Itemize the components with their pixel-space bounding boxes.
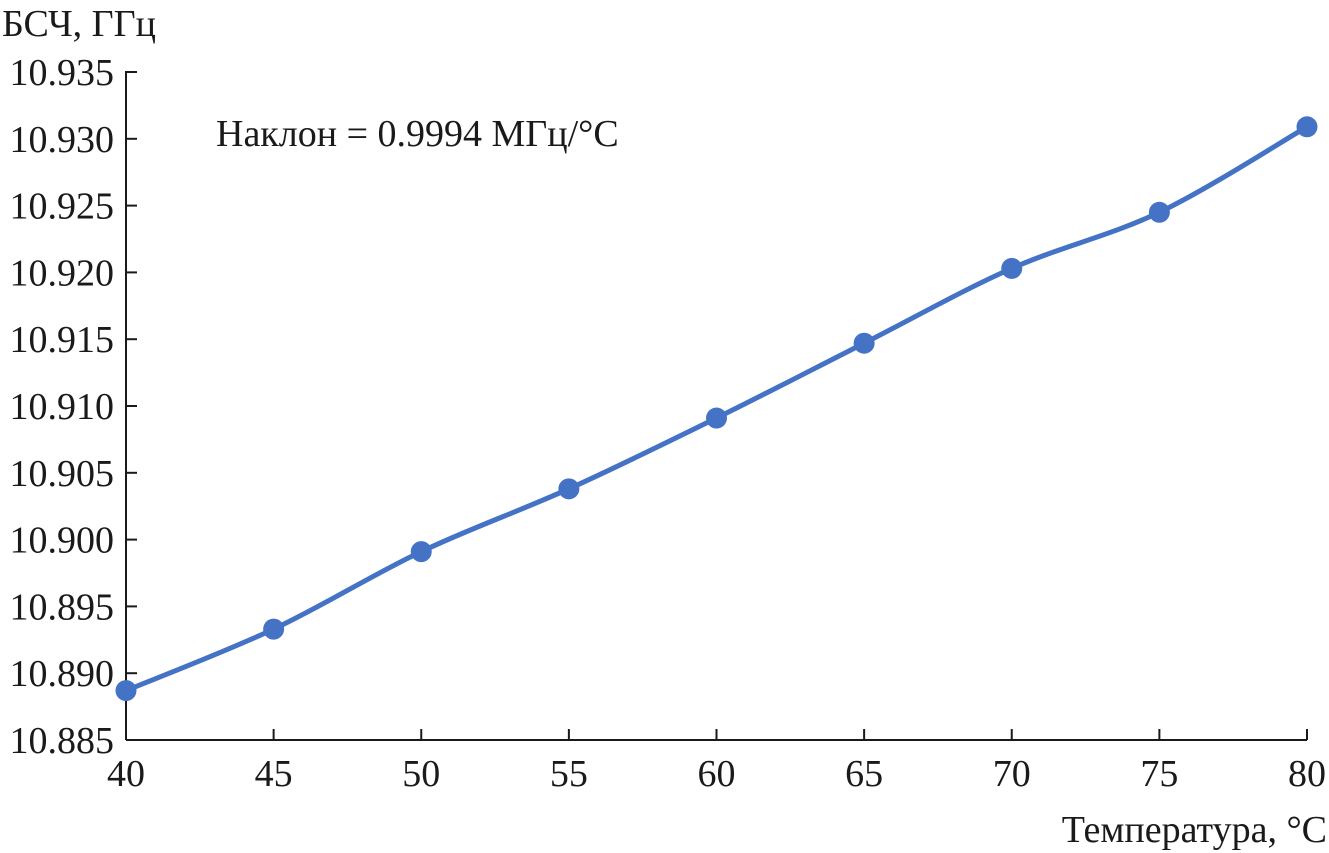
data-point [115,680,137,702]
data-point [1001,257,1023,279]
x-tick-label: 45 [255,753,293,795]
x-tick-label: 50 [402,753,440,795]
y-tick-label: 10.910 [10,386,115,428]
x-axis-title: Температура, °C [1062,809,1327,851]
x-tick-label: 40 [107,753,145,795]
data-point [410,541,432,563]
data-point [1148,201,1170,223]
y-axis-title: БСЧ, ГГц [2,3,156,45]
y-tick-label: 10.925 [10,186,115,228]
y-tick-label: 10.890 [10,653,115,695]
data-point [853,332,875,354]
x-tick-label: 55 [550,753,588,795]
y-tick-label: 10.915 [10,319,115,361]
y-tick-label: 10.920 [10,252,115,294]
data-point [706,407,727,429]
data-point [558,478,580,500]
slope-annotation: Наклон = 0.9994 МГц/°C [216,113,619,155]
series-layer [115,116,1318,702]
ticks: 10.885 10.890 10.895 10.900 10.905 10.910 10.9… [10,52,1327,795]
y-tick-label: 10.930 [10,119,115,161]
data-point [263,618,285,640]
axes [125,71,1307,741]
x-tick-label: 80 [1288,753,1326,795]
x-tick-label: 60 [698,753,736,795]
x-tick-label: 75 [1140,753,1178,795]
y-tick-label: 10.895 [10,586,115,628]
y-tick-label: 10.900 [10,520,115,562]
y-tick-label: 10.905 [10,453,115,495]
x-tick-label: 65 [845,753,883,795]
y-tick-label: 10.935 [10,52,115,94]
data-point [1296,116,1318,138]
y-tick-label: 10.885 [10,720,115,762]
x-tick-label: 70 [993,753,1031,795]
